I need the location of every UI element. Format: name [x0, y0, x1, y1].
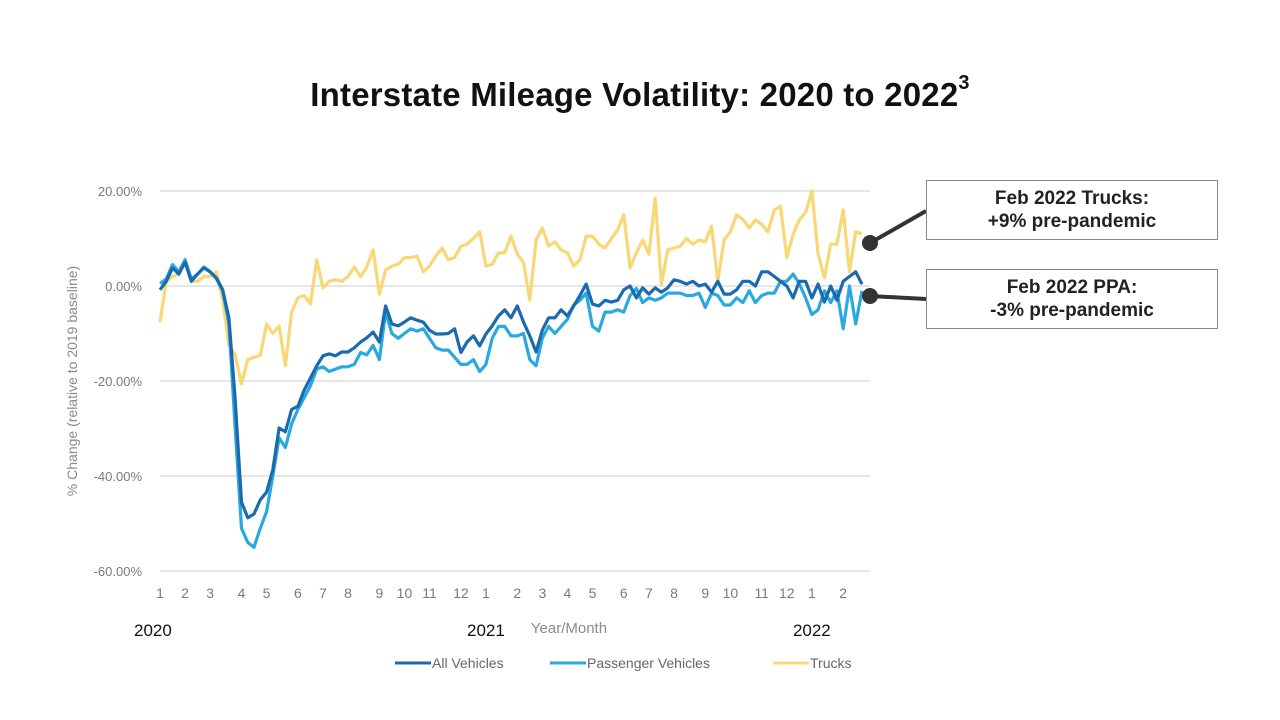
y-tick-label: -20.00%: [94, 374, 143, 389]
callout-dot: [862, 288, 878, 304]
title-footnote-marker: 3: [958, 72, 970, 94]
gridlines: [160, 190, 870, 572]
x-tick-label: 8: [670, 585, 678, 601]
chart-title-text: Interstate Mileage Volatility: 2020 to 2…: [310, 76, 959, 113]
callout-trucks-line1: Feb 2022 Trucks:: [994, 188, 1150, 209]
x-tick-label: 1: [808, 585, 816, 601]
x-tick-label: 2: [513, 585, 521, 601]
x-tick-label: 2: [839, 585, 847, 601]
y-axis-label: % Change (relative to 2019 baseline): [64, 266, 80, 496]
x-tick-label: 3: [206, 585, 214, 601]
x-tick-label: 4: [238, 585, 246, 601]
callout-connectors: [862, 209, 927, 304]
year-label: 2022: [793, 621, 831, 640]
x-tick-label: 11: [422, 585, 437, 601]
x-tick-label: 7: [319, 585, 327, 601]
year-label: 2021: [467, 621, 505, 640]
y-tick-label: -40.00%: [94, 469, 143, 484]
x-tick-label: 6: [620, 585, 628, 601]
y-tick-label: -60.00%: [94, 564, 143, 579]
callout-ppa: Feb 2022 PPA: -3% pre-pandemic: [926, 269, 1218, 329]
x-tick-label: 10: [397, 585, 413, 601]
x-tick-label: 12: [453, 585, 469, 601]
legend-label: Passenger Vehicles: [587, 655, 710, 671]
callout-ppa-line2: -3% pre-pandemic: [990, 300, 1154, 321]
x-tick-label: 2: [181, 585, 189, 601]
callout-connector: [869, 294, 927, 301]
series-line-passenger-vehicles: [159, 258, 864, 549]
callout-connector: [869, 209, 927, 245]
callout-ppa-line1: Feb 2022 PPA:: [1006, 277, 1138, 298]
callout-dot: [862, 235, 878, 251]
x-tick-label: 5: [589, 585, 597, 601]
x-axis-label: Year/Month: [531, 620, 607, 637]
x-tick-label: 1: [156, 585, 164, 601]
series-line-all-vehicles: [158, 260, 864, 520]
x-tick-label: 7: [645, 585, 653, 601]
x-tick-label: 9: [375, 585, 383, 601]
x-tick-label: 9: [701, 585, 709, 601]
y-tick-label: 20.00%: [98, 184, 143, 199]
chart-title: Interstate Mileage Volatility: 2020 to 2…: [0, 72, 1280, 114]
x-tick-label: 11: [754, 585, 769, 601]
year-label: 2020: [134, 621, 172, 640]
x-tick-label: 3: [538, 585, 546, 601]
y-tick-label: 0.00%: [105, 279, 142, 294]
x-tick-label: 5: [263, 585, 271, 601]
x-tick-label: 10: [723, 585, 739, 601]
x-tick-label: 12: [779, 585, 795, 601]
legend-label: All Vehicles: [432, 655, 504, 671]
callout-trucks-line2: +9% pre-pandemic: [987, 211, 1157, 232]
legend-label: Trucks: [810, 655, 851, 671]
x-tick-label: 6: [294, 585, 302, 601]
y-axis-ticks: 20.00% 0.00% -20.00% -40.00% -60.00%: [94, 184, 143, 579]
x-tick-label: 8: [344, 585, 352, 601]
callout-trucks: Feb 2022 Trucks: +9% pre-pandemic: [926, 180, 1218, 240]
legend: All Vehicles Passenger Vehicles Trucks: [395, 655, 851, 671]
series-line-trucks: [158, 189, 863, 386]
series-lines: [158, 189, 864, 549]
x-tick-label: 1: [482, 585, 490, 601]
x-tick-label: 4: [564, 585, 572, 601]
